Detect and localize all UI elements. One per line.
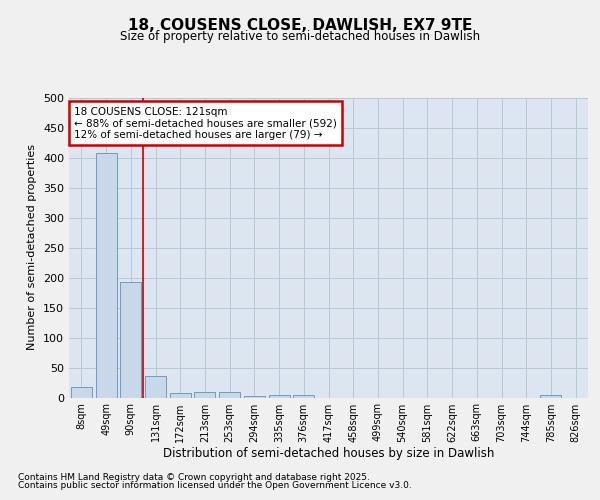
Text: Contains public sector information licensed under the Open Government Licence v3: Contains public sector information licen… xyxy=(18,481,412,490)
Text: 18, COUSENS CLOSE, DAWLISH, EX7 9TE: 18, COUSENS CLOSE, DAWLISH, EX7 9TE xyxy=(128,18,472,32)
Bar xyxy=(170,394,191,398)
Bar xyxy=(95,152,116,398)
Text: Contains HM Land Registry data © Crown copyright and database right 2025.: Contains HM Land Registry data © Crown c… xyxy=(18,472,370,482)
Text: Size of property relative to semi-detached houses in Dawlish: Size of property relative to semi-detach… xyxy=(120,30,480,43)
Bar xyxy=(293,394,314,398)
Bar xyxy=(145,376,166,398)
Bar xyxy=(244,396,265,398)
Bar xyxy=(120,282,141,398)
Bar xyxy=(194,392,215,398)
Y-axis label: Number of semi-detached properties: Number of semi-detached properties xyxy=(28,144,37,350)
Text: 18 COUSENS CLOSE: 121sqm
← 88% of semi-detached houses are smaller (592)
12% of : 18 COUSENS CLOSE: 121sqm ← 88% of semi-d… xyxy=(74,106,337,140)
Bar xyxy=(219,392,240,398)
Bar xyxy=(269,394,290,398)
X-axis label: Distribution of semi-detached houses by size in Dawlish: Distribution of semi-detached houses by … xyxy=(163,448,494,460)
Bar xyxy=(71,388,92,398)
Bar xyxy=(541,395,562,398)
